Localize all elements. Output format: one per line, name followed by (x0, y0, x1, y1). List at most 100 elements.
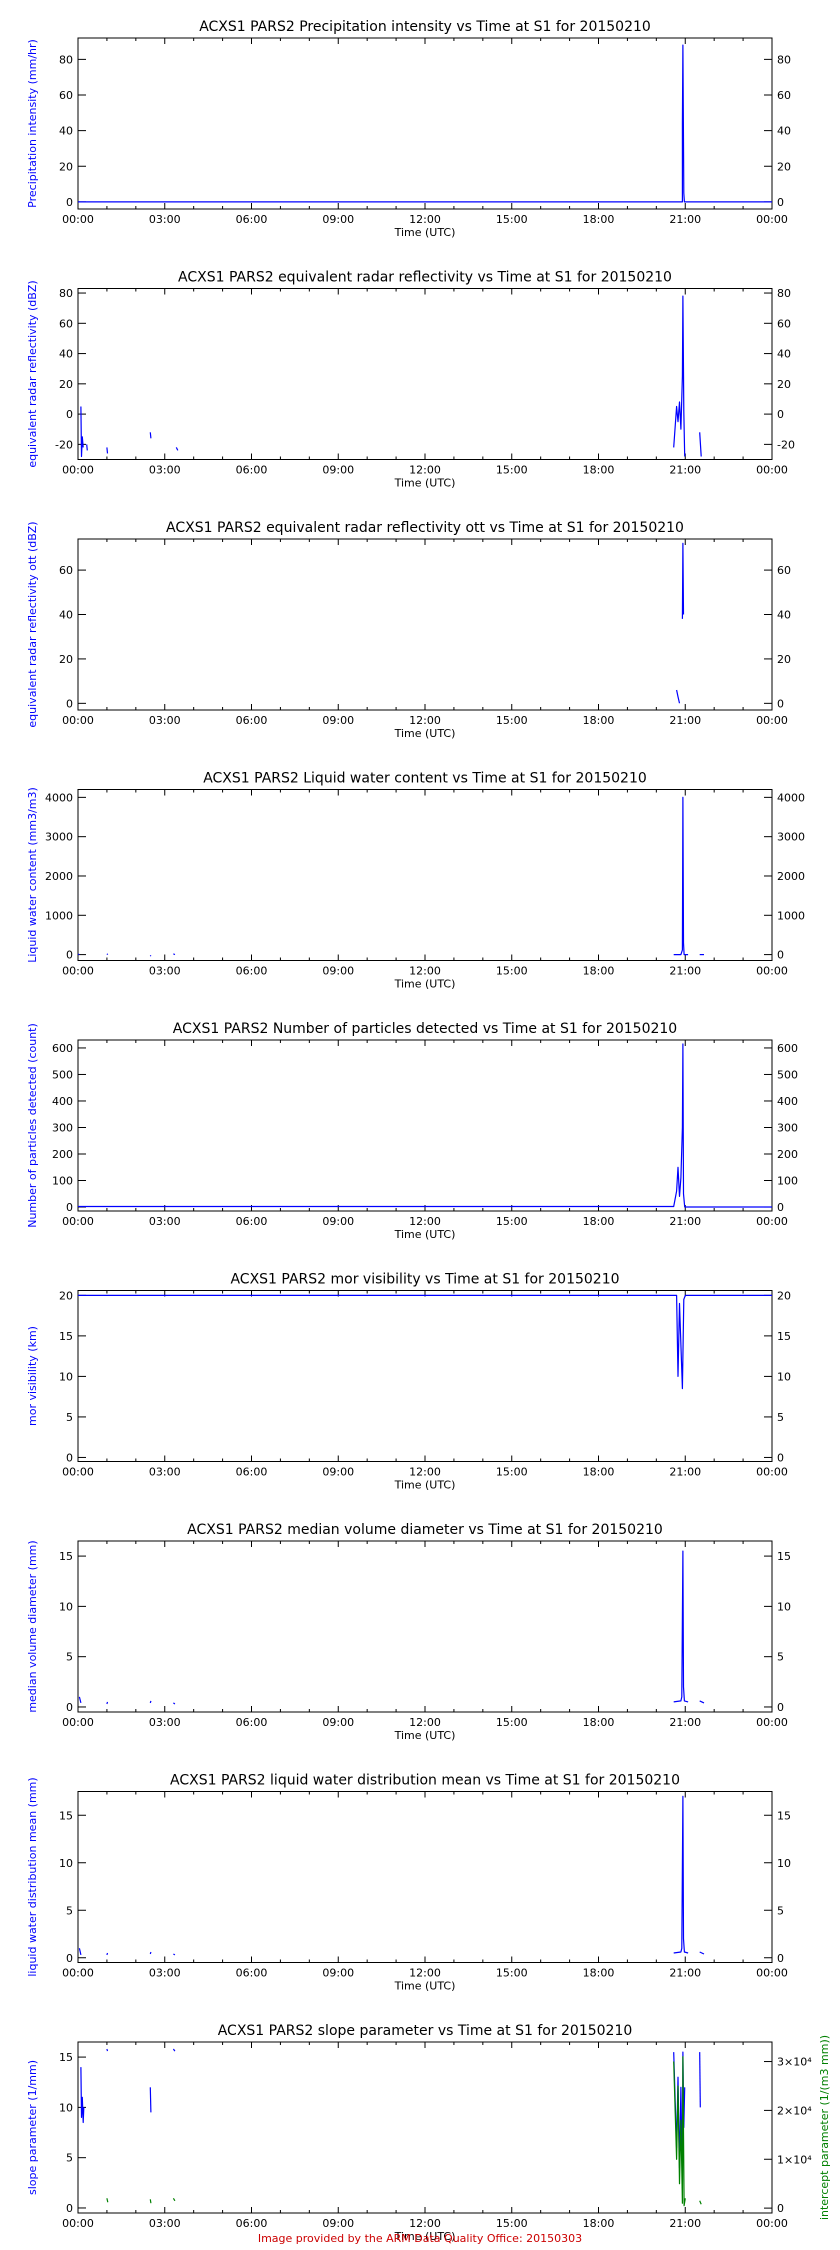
y2-tick-label: 2×10⁴ (777, 2104, 812, 2117)
y-tick-label: 5 (66, 2152, 73, 2165)
y-tick-label: 1000 (45, 909, 73, 922)
series-line (673, 295, 686, 457)
y-tick-label: 0 (66, 408, 73, 421)
x-tick-label: 18:00 (583, 464, 615, 477)
chart-title: ACXS1 PARS2 equivalent radar reflectivit… (178, 270, 672, 286)
x-tick-label: 03:00 (149, 714, 181, 727)
y-tick-label-right: 5 (777, 1651, 784, 1664)
x-tick-label: 03:00 (149, 464, 181, 477)
y-axis-label: equivalent radar reflectivity ott (dBZ) (26, 521, 39, 727)
series-line (149, 1951, 152, 1955)
series-line (173, 1953, 176, 1956)
x-tick-label: 00:00 (62, 1215, 94, 1228)
x-axis-label: Time (UTC) (394, 2230, 456, 2243)
x-tick-label: 15:00 (496, 1466, 528, 1479)
x-tick-label: 00:00 (62, 714, 94, 727)
x-axis-label: Time (UTC) (394, 978, 456, 991)
x-tick-label: 12:00 (409, 1466, 441, 1479)
y-tick-label-right: 0 (777, 1701, 784, 1714)
y2-tick-label: 1×10⁴ (777, 2153, 812, 2166)
y-tick-label-right: 0 (777, 1201, 784, 1214)
y-tick-label: 15 (59, 1550, 73, 1563)
y-tick-label: 10 (59, 1600, 73, 1613)
y-tick-label-right: 300 (777, 1121, 798, 1134)
x-tick-label: 09:00 (322, 2217, 354, 2230)
y-tick-label: 600 (52, 1042, 73, 1055)
y-tick-label-right: 80 (777, 53, 791, 66)
x-tick-label: 06:00 (236, 965, 268, 978)
x-tick-label: 15:00 (496, 464, 528, 477)
series-line (681, 542, 685, 619)
x-tick-label: 21:00 (669, 464, 701, 477)
y-tick-label: 100 (52, 1175, 73, 1188)
series-line-secondary (699, 2200, 702, 2205)
y-tick-label-right: 60 (777, 317, 791, 330)
x-tick-label: 00:00 (756, 965, 788, 978)
x-tick-label: 21:00 (669, 1967, 701, 1980)
x-tick-label: 00:00 (756, 1215, 788, 1228)
y-tick-label: 500 (52, 1068, 73, 1081)
x-tick-label: 00:00 (62, 965, 94, 978)
y-tick-label-right: 5 (777, 1904, 784, 1917)
y-tick-label-right: 20 (777, 160, 791, 173)
x-tick-label: 09:00 (322, 1716, 354, 1729)
y-tick-label: 300 (52, 1121, 73, 1134)
y-tick-label-right: 500 (777, 1068, 798, 1081)
y-tick-label: 80 (59, 287, 73, 300)
series-line (106, 1701, 109, 1705)
y-tick-label-right: 100 (777, 1175, 798, 1188)
y-tick-label: 3000 (45, 831, 73, 844)
x-tick-label: 18:00 (583, 714, 615, 727)
x-tick-label: 06:00 (236, 213, 268, 226)
y-tick-label-right: 60 (777, 89, 791, 102)
chart-title: ACXS1 PARS2 slope parameter vs Time at S… (218, 2023, 633, 2039)
plot-frame (77, 288, 773, 460)
plot-frame (77, 1540, 773, 1713)
y-tick-label: 20 (59, 378, 73, 391)
y-axis-label: equivalent radar reflectivity (dBZ) (26, 280, 39, 467)
series-line (673, 1550, 689, 1703)
x-axis-label: Time (UTC) (394, 1729, 456, 1742)
x-tick-label: 06:00 (236, 1716, 268, 1729)
y-tick-label-right: 0 (777, 1952, 784, 1965)
y-tick-label: 15 (59, 1330, 73, 1343)
series-line (699, 1951, 705, 1955)
plot-frame (77, 538, 773, 711)
x-axis-label: Time (UTC) (394, 1228, 456, 1241)
y-tick-label-right: 10 (777, 1600, 791, 1613)
x-tick-label: 00:00 (756, 1967, 788, 1980)
y-tick-label: 0 (66, 1952, 73, 1965)
y-tick-label-right: 20 (777, 1289, 791, 1302)
y-tick-label: 5 (66, 1904, 73, 1917)
x-tick-label: 06:00 (236, 2217, 268, 2230)
plot-frame (77, 789, 773, 961)
y-tick-label-right: 600 (777, 1042, 798, 1055)
chart-title: ACXS1 PARS2 equivalent radar reflectivit… (166, 520, 684, 536)
y-tick-label-right: 0 (777, 1451, 784, 1464)
x-axis-label: Time (UTC) (394, 1479, 456, 1492)
series-line (673, 796, 689, 956)
series-line (699, 2052, 701, 2108)
x-tick-label: 03:00 (149, 1967, 181, 1980)
x-tick-label: 12:00 (409, 1967, 441, 1980)
y-axis-label: liquid water distribution mean (mm) (26, 1777, 39, 1976)
series-line (149, 955, 152, 957)
x-tick-label: 06:00 (236, 1967, 268, 1980)
y-tick-label: 400 (52, 1095, 73, 1108)
y-tick-label-right: 0 (777, 949, 784, 962)
y-tick-label: 0 (66, 196, 73, 209)
y-tick-label: 0 (66, 2202, 73, 2215)
x-tick-label: 15:00 (496, 213, 528, 226)
x-tick-label: 12:00 (409, 965, 441, 978)
y-tick-label-right: 200 (777, 1148, 798, 1161)
x-tick-label: 15:00 (496, 1215, 528, 1228)
x-tick-label: 09:00 (322, 213, 354, 226)
y-tick-label: 200 (52, 1148, 73, 1161)
series-line (172, 2048, 176, 2052)
x-tick-label: 15:00 (496, 2217, 528, 2230)
y-tick-label: 20 (59, 653, 73, 666)
x-tick-label: 12:00 (409, 1215, 441, 1228)
y-tick-label-right: 10 (777, 1370, 791, 1383)
y-tick-label-right: 0 (777, 697, 784, 710)
